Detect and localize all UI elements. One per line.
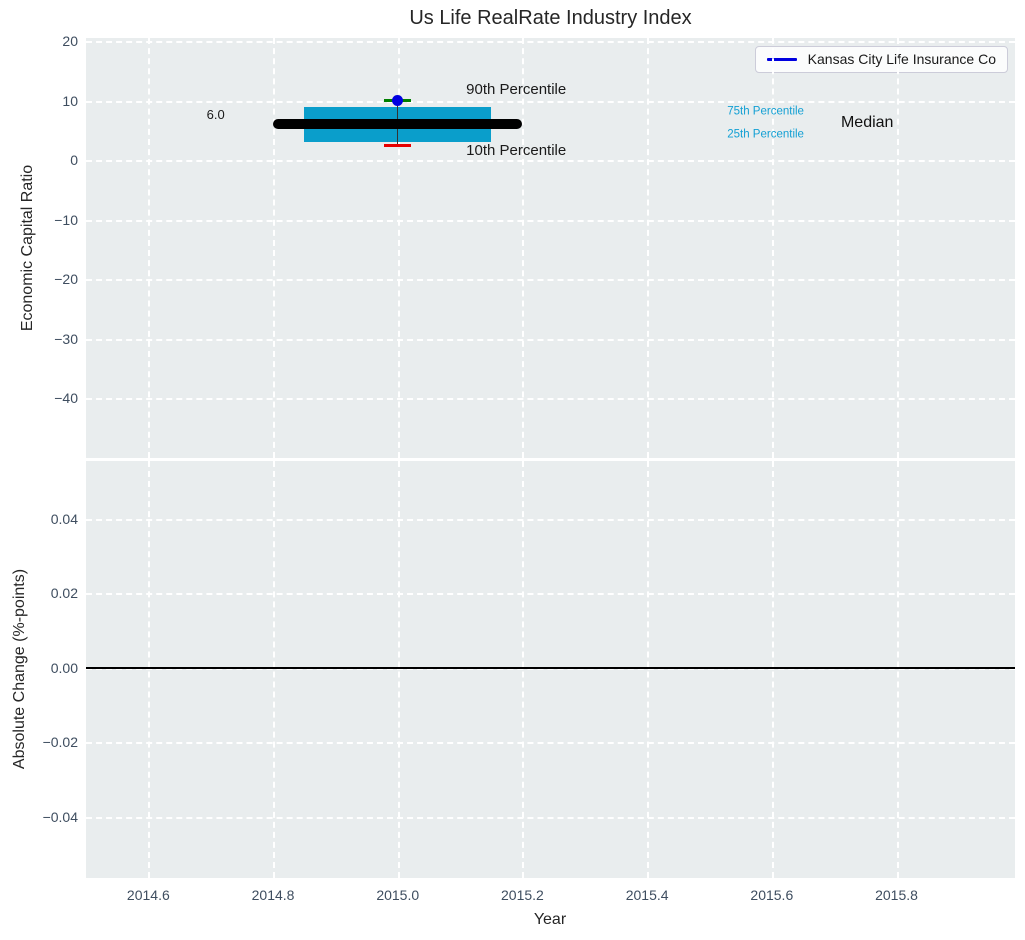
- gridline-y: [86, 593, 1015, 596]
- y-tick-label: −30: [54, 330, 78, 347]
- whisker-cap-10: [384, 144, 412, 148]
- y-tick-label: 0: [70, 152, 78, 169]
- annotation-p90: 90th Percentile: [466, 81, 567, 99]
- annotation-p75: 75th Percentile: [727, 105, 804, 118]
- legend-label: Kansas City Life Insurance Co: [807, 51, 996, 67]
- gridline-y: [86, 667, 1015, 670]
- x-tick-label: 2015.8: [875, 887, 918, 903]
- gridline-y: [86, 40, 1015, 43]
- y-tick-label: 0.00: [50, 659, 78, 676]
- top-y-axis-label: Economic Capital Ratio: [19, 164, 36, 332]
- gridline-y: [86, 279, 1015, 282]
- gridline-x: [273, 38, 276, 458]
- gridline-x: [647, 38, 650, 458]
- x-tick-label: 2014.6: [126, 887, 170, 903]
- y-tick-label: −10: [54, 211, 78, 228]
- x-tick-label: 2015.4: [625, 887, 669, 903]
- x-tick-label: 2015.2: [501, 887, 544, 903]
- y-tick-label: 0.02: [50, 585, 78, 602]
- y-tick-label: 20: [62, 32, 78, 49]
- gridline-y: [86, 518, 1015, 521]
- y-tick-label: 10: [62, 92, 78, 109]
- annotation-p10: 10th Percentile: [466, 141, 567, 159]
- gridline-x: [896, 38, 899, 458]
- gridline-y: [86, 398, 1015, 401]
- annotation-median-value: 6.0: [206, 106, 225, 122]
- zero-line: [86, 666, 1015, 669]
- gridline-x: [397, 38, 400, 458]
- gridline-y: [86, 338, 1015, 341]
- chart-title: Us Life RealRate Industry Index: [409, 7, 692, 29]
- y-tick-label: 0.04: [50, 510, 78, 527]
- bottom-axes: [86, 461, 1015, 878]
- x-tick-label: 2015.0: [376, 887, 420, 903]
- gridline-y: [86, 100, 1015, 103]
- legend-line-sample: [766, 57, 797, 61]
- x-tick-label: 2015.6: [750, 887, 794, 903]
- annotation-p25: 25th Percentile: [727, 128, 804, 141]
- gridline-y: [86, 816, 1015, 819]
- annotation-median: Median: [840, 114, 894, 132]
- y-tick-label: −40: [54, 390, 78, 407]
- gridline-y: [86, 160, 1015, 163]
- x-axis-label: Year: [533, 911, 567, 928]
- y-tick-label: −0.04: [42, 808, 78, 825]
- y-tick-label: −0.02: [42, 734, 78, 751]
- top-axes: Kansas City Life Insurance Co 6.0 90th Pe…: [86, 38, 1015, 458]
- gridline-x: [522, 38, 525, 458]
- median-line: [273, 119, 523, 130]
- y-tick-label: −20: [54, 271, 78, 288]
- company-marker: [392, 95, 404, 107]
- gridline-x: [148, 38, 151, 458]
- gridline-y: [86, 742, 1015, 745]
- legend: Kansas City Life Insurance Co: [754, 46, 1008, 73]
- gridline-y: [86, 219, 1015, 222]
- x-tick-label: 2014.8: [251, 887, 295, 903]
- gridline-x: [771, 38, 774, 458]
